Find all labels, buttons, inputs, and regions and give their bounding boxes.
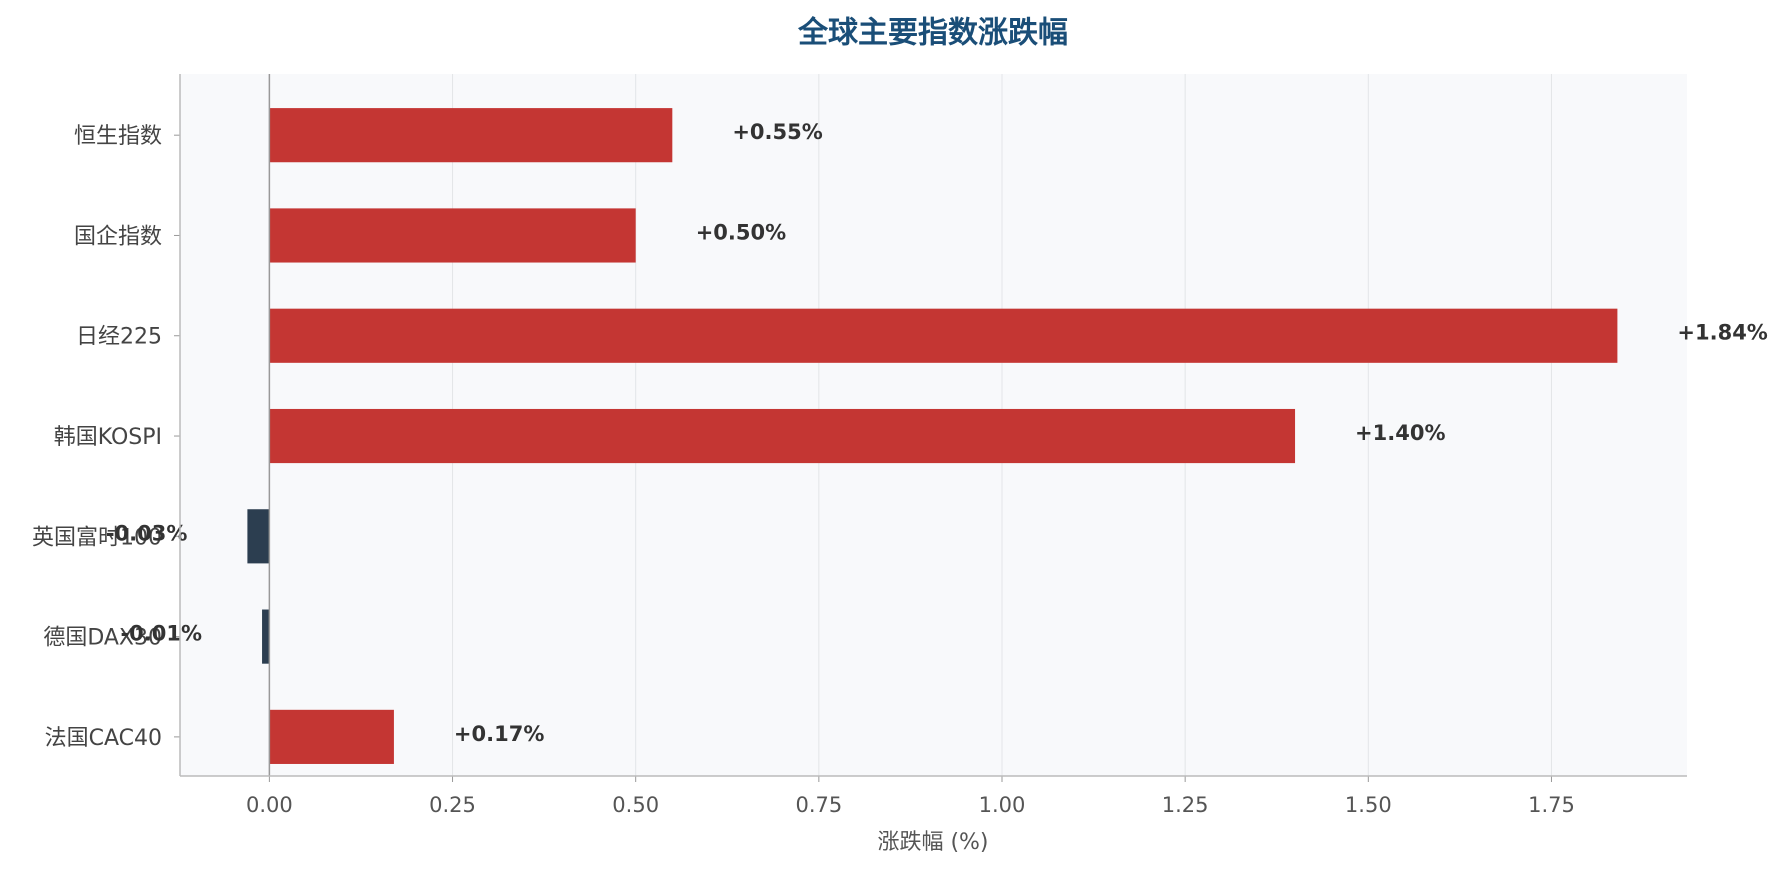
bar [262, 609, 270, 664]
y-tick-label: 日经225 [76, 325, 162, 350]
value-label: +1.84% [1677, 321, 1767, 345]
bar [269, 308, 1618, 363]
value-label: -0.03% [106, 521, 188, 545]
x-tick-label: 0.75 [795, 793, 842, 817]
bar [269, 709, 394, 764]
bar [247, 509, 270, 564]
y-tick-label: 德国DAX30 [43, 626, 162, 651]
x-tick-label: 0.50 [612, 793, 659, 817]
value-label: +0.55% [732, 120, 822, 144]
bar [269, 108, 673, 163]
value-label: -0.01% [120, 622, 202, 646]
x-axis-label: 涨跌幅 (%) [877, 830, 988, 855]
x-tick-label: 0.25 [429, 793, 476, 817]
x-tick-label: 1.00 [979, 793, 1026, 817]
x-tick-label: 1.50 [1345, 793, 1392, 817]
x-tick-label: 0.00 [246, 793, 293, 817]
value-label: +0.17% [454, 722, 544, 746]
y-tick-label: 法国CAC40 [45, 726, 162, 751]
bar [269, 408, 1296, 464]
value-label: +1.40% [1355, 421, 1445, 445]
value-label: +0.50% [696, 220, 786, 244]
x-tick-label: 1.75 [1528, 793, 1575, 817]
y-tick-label: 英国富时100 [32, 525, 162, 550]
x-tick-label: 1.25 [1162, 793, 1209, 817]
bar [269, 208, 636, 263]
y-tick-label: 韩国KOSPI [54, 425, 162, 450]
y-tick-label: 恒生指数 [74, 124, 162, 149]
y-tick-label: 国企指数 [74, 224, 162, 249]
chart-title: 全球主要指数涨跌幅 [797, 16, 1068, 51]
